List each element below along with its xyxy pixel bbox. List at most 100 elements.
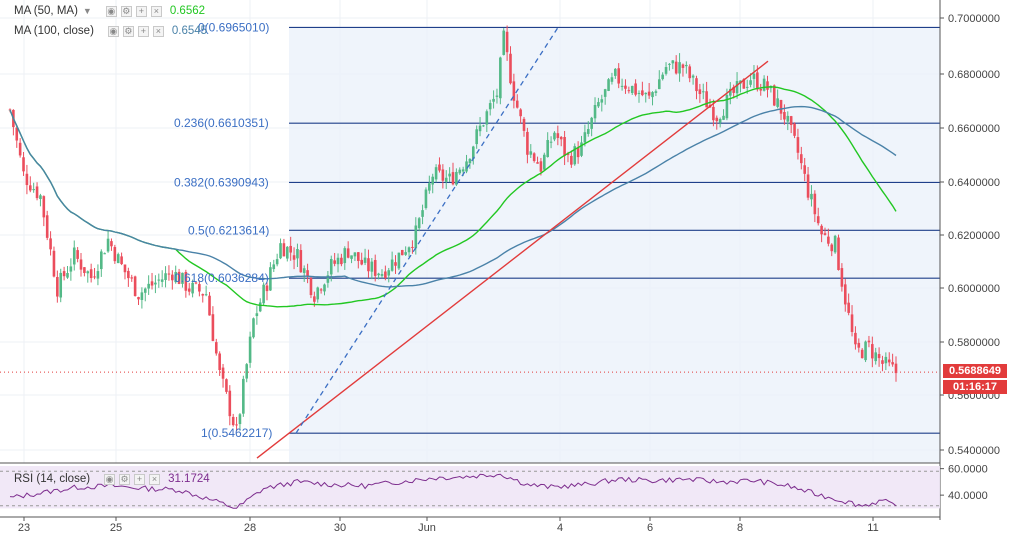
rsi-tick-label-1: 40.0000: [948, 490, 988, 502]
candle-body: [404, 252, 407, 255]
candle-body: [100, 251, 103, 270]
candle-body: [678, 62, 681, 74]
candle-body: [820, 225, 823, 235]
candle-body: [56, 276, 59, 297]
candle-body: [823, 233, 827, 235]
candle-body: [400, 249, 404, 256]
candle-body: [42, 196, 46, 218]
candle-body: [143, 288, 147, 293]
candle-body: [732, 87, 735, 93]
candle-body: [529, 151, 533, 155]
candle-body: [384, 271, 387, 278]
candle-body: [279, 243, 282, 259]
candle-body: [657, 79, 661, 90]
candle-body: [309, 277, 313, 296]
candle-body: [830, 244, 834, 252]
candle-body: [211, 314, 215, 341]
candle-body: [123, 264, 127, 273]
candle-body: [553, 132, 556, 140]
legend-ma100-label: MA (100, close): [14, 25, 94, 37]
candle-body: [323, 284, 326, 292]
candle-body: [116, 254, 120, 264]
gear-icon[interactable]: ⚙: [119, 473, 131, 485]
candle-body: [377, 273, 380, 276]
trend-lines: [256, 27, 769, 459]
close-icon[interactable]: ×: [150, 5, 162, 17]
close-icon[interactable]: ×: [149, 473, 161, 485]
candle-body: [728, 88, 732, 96]
candle-body: [712, 106, 715, 121]
candle-body: [590, 117, 593, 129]
candle-body: [701, 91, 705, 93]
eye-icon[interactable]: ◉: [107, 25, 119, 37]
candle-body: [742, 79, 746, 89]
candle-body: [96, 271, 100, 279]
candle-body: [576, 147, 580, 158]
candle-body: [614, 68, 617, 76]
candle-body: [367, 258, 370, 272]
gear-icon[interactable]: ⚙: [122, 25, 134, 37]
x-tick-label-2: 28: [244, 522, 256, 533]
candle-body: [532, 153, 536, 161]
candle-body: [796, 137, 800, 153]
candle-body: [556, 133, 560, 138]
candle-body: [350, 255, 353, 259]
eye-icon[interactable]: ◉: [105, 5, 117, 17]
candle-body: [847, 302, 850, 313]
gear-icon[interactable]: ⚙: [120, 5, 132, 17]
candle-body: [306, 270, 309, 277]
candle-body: [641, 90, 644, 96]
candle-body: [316, 287, 320, 300]
candle-body: [133, 276, 137, 296]
candle-body: [756, 72, 759, 90]
close-icon[interactable]: ×: [152, 25, 164, 37]
candle-body: [225, 379, 228, 392]
candle-body: [566, 153, 570, 156]
candle-body: [806, 174, 810, 198]
rsi-panel: 60.0000 40.0000: [0, 464, 988, 509]
x-tick-label-8: 11: [867, 522, 878, 533]
legend-ma50[interactable]: MA (50, MA) ▼ ◉ ⚙ + × 0.6562: [14, 2, 205, 20]
candle-body: [198, 284, 201, 292]
candle-body: [698, 89, 702, 95]
candle-body: [455, 171, 458, 185]
candle-body: [242, 378, 245, 414]
x-tick-label-5: 4: [557, 522, 563, 533]
candle-body: [887, 359, 891, 363]
eye-icon[interactable]: ◉: [104, 473, 116, 485]
legend-rsi[interactable]: RSI (14, close) ◉ ⚙ + × 31.1724: [14, 470, 210, 488]
candle-body: [150, 281, 154, 286]
candle-body: [509, 53, 512, 84]
candle-body: [793, 123, 796, 136]
plus-icon[interactable]: +: [135, 5, 147, 17]
candle-body: [871, 344, 874, 359]
candle-body: [691, 75, 695, 78]
candle-body: [363, 257, 367, 263]
legend-ma100[interactable]: MA (100, close) ◉ ⚙ + × 0.6545: [14, 22, 207, 40]
candle-body: [465, 161, 468, 172]
plus-icon[interactable]: +: [137, 25, 149, 37]
candle-body: [154, 282, 157, 285]
candle-body: [725, 94, 729, 119]
candle-body: [424, 189, 428, 209]
plus-icon[interactable]: +: [134, 473, 146, 485]
fib-label-3: 0.5(0.6213614): [188, 223, 269, 237]
legend-rsi-label: RSI (14, close): [14, 473, 91, 485]
candle-body: [191, 282, 194, 294]
candle-body: [353, 252, 357, 257]
chevron-down-icon[interactable]: ▼: [82, 6, 92, 16]
candle-body: [39, 195, 42, 200]
candle-body: [772, 85, 776, 106]
candle-body: [181, 272, 184, 284]
candle-body: [380, 274, 384, 276]
candle-body: [255, 313, 259, 317]
candle-body: [292, 255, 296, 260]
candle-body: [549, 141, 553, 143]
x-tick-label-3: 30: [334, 522, 346, 533]
candle-body: [570, 155, 573, 165]
legend-rsi-value: 31.1724: [168, 473, 210, 485]
legend-ma50-label: MA (50, MA): [14, 5, 78, 17]
x-tick-label-7: 8: [737, 522, 743, 533]
